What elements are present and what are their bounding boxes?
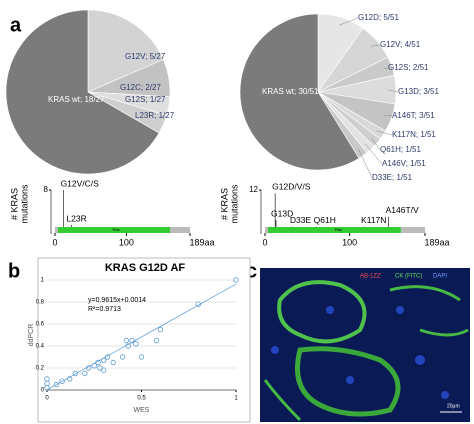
slice-label: A146T; 3/51	[392, 111, 435, 120]
point	[66, 376, 73, 382]
x-tick-label: 189aa	[189, 237, 214, 247]
pie-slice	[87, 9, 164, 93]
leader-line	[371, 137, 381, 151]
point	[195, 301, 201, 307]
slice-label: G12S; 1/27	[125, 95, 166, 104]
slice-label: G12V; 5/27	[125, 52, 166, 61]
mutation-label: A146T/V	[386, 205, 419, 215]
y-tick-label: 0.2	[36, 366, 45, 372]
y-axis-label: mutations	[19, 184, 29, 224]
slice-label: G13D; 3/51	[398, 87, 439, 96]
y-tick-label: 0.4	[36, 344, 45, 350]
x-tick-label: 1	[234, 396, 238, 402]
leader-line	[365, 143, 383, 165]
leader-line	[358, 149, 373, 179]
point	[110, 359, 116, 366]
panel-label: a	[10, 14, 22, 36]
point	[119, 354, 126, 360]
point	[82, 370, 88, 377]
leader-line	[384, 67, 389, 69]
x-axis-label: WES	[134, 407, 150, 414]
leader-line	[376, 130, 393, 136]
slice-label: A146V; 1/51	[382, 159, 426, 168]
leader-line	[371, 44, 381, 47]
scale-label: 20μm	[447, 403, 460, 409]
x-tick-label: 100	[119, 237, 134, 247]
protein-domain	[58, 227, 171, 233]
pie-slice	[239, 13, 360, 171]
point	[233, 277, 239, 283]
slice-label: D33E; 1/51	[372, 173, 413, 182]
y-tick-label: 0	[41, 388, 45, 394]
mutation-label: Q61H	[314, 215, 336, 225]
slice-label: Q61H; 1/51	[380, 145, 421, 154]
slice-label: G12V; 4/51	[380, 40, 421, 49]
point	[100, 357, 107, 363]
slice-label: KRAS wt; 30/51	[262, 87, 319, 96]
channel-label: AB-1ZZ	[360, 274, 381, 280]
point	[125, 343, 131, 349]
x-tick-label: 189aa	[424, 237, 449, 247]
point	[95, 359, 101, 366]
domain-label: Ras	[113, 227, 120, 232]
panel-label: b	[8, 260, 20, 282]
panel-label: c	[246, 260, 257, 282]
slice-label: G12C; 2/27	[120, 83, 161, 92]
mutation-label: G12V/C/S	[61, 178, 100, 188]
point	[91, 363, 97, 369]
point	[100, 367, 107, 373]
point	[129, 337, 135, 344]
mutation-label: K117N	[361, 215, 386, 225]
point	[72, 370, 79, 377]
y-tick-label: 8	[44, 185, 49, 194]
x-tick-label: 100	[342, 237, 357, 247]
slice-label: KRAS wt; 18/27	[48, 95, 105, 104]
trendline	[46, 283, 237, 391]
point	[123, 337, 130, 344]
y-axis-label: # KRAS	[219, 188, 229, 220]
y-axis-label: ddPCR	[28, 324, 35, 347]
channel-label: DAPI	[433, 274, 447, 280]
point	[104, 354, 111, 360]
channel-label: CK (FITC)	[395, 274, 422, 280]
point	[153, 337, 160, 344]
slice-label: K117N; 1/51	[392, 130, 436, 139]
y-tick-label: 0.6	[36, 322, 45, 328]
y-tick-label: 0.8	[36, 300, 45, 306]
x-tick-label: 0.5	[137, 396, 146, 402]
y-axis-label: mutations	[229, 184, 239, 224]
slice-label: L23R; 1/27	[135, 111, 175, 120]
leader-line	[339, 17, 359, 26]
y-tick-label: 12	[249, 185, 258, 194]
point	[157, 326, 164, 333]
point	[59, 378, 65, 384]
point	[133, 341, 139, 347]
slice-label: G12S; 2/51	[388, 63, 429, 72]
point	[138, 354, 145, 360]
annotation: y=0.9615x+0.0014	[88, 297, 146, 304]
x-tick-label: 0	[45, 396, 49, 402]
chart-title: KRAS G12D AF	[105, 262, 186, 274]
mutation-label: D33E	[290, 215, 312, 225]
y-tick-label: 1	[41, 278, 45, 284]
point	[44, 376, 50, 382]
slice-label: G12D; 5/51	[358, 13, 399, 22]
mutation-label: G13D	[271, 208, 293, 218]
x-tick-label: 0	[262, 237, 267, 247]
annotation: R²=0.9713	[88, 306, 121, 313]
pie-slice	[5, 9, 160, 175]
domain-label: Ras	[335, 227, 342, 232]
x-tick-label: 0	[52, 237, 57, 247]
point	[85, 365, 92, 371]
protein-domain	[268, 227, 401, 233]
mutation-label: G12D/V/S	[272, 182, 311, 192]
leader-line	[388, 89, 399, 93]
panel-frame	[37, 257, 251, 423]
micrograph	[260, 268, 470, 422]
point	[53, 381, 60, 388]
mutation-label: L23R	[66, 213, 86, 223]
y-axis-label: # KRAS	[9, 188, 19, 220]
leader-line	[384, 115, 393, 117]
